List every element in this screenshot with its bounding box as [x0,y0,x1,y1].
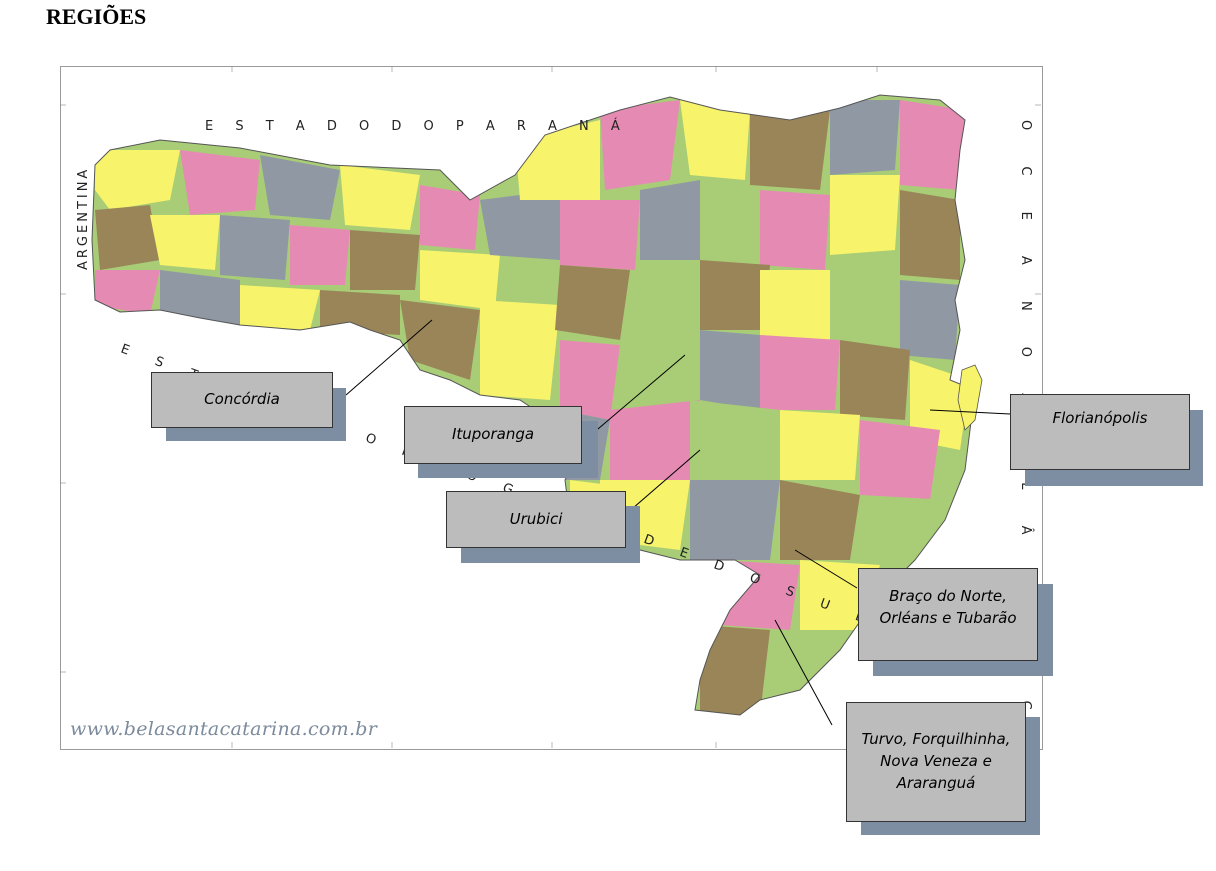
callout-label: Urubici [446,491,626,548]
callout-label: Florianópolis [1010,394,1190,470]
callout-label: Concórdia [151,372,333,428]
label-estado-do-parana: E S T A D O D O P A R A N Á [205,118,629,134]
leader-urubici [624,449,701,516]
leader-braco-do-norte [794,549,858,589]
page-heading: REGIÕES [46,4,147,29]
leader-turvo [774,619,833,726]
ilha-santa-catarina [957,364,983,431]
leader-concordia [345,319,433,396]
label-argentina: ARGENTINA [76,167,91,270]
callout-label: Turvo, Forquilhinha, Nova Veneza e Arara… [846,702,1026,822]
watermark-url: www.belasantacatarina.com.br [70,718,378,740]
leader-florianopolis [929,409,1011,415]
state-outline [91,94,976,716]
callout-leaders [345,319,1011,726]
callout-label: Braço do Norte, Orléans e Tubarão [858,568,1038,661]
leader-ituporanga [584,354,686,441]
state-territory [92,95,975,715]
callout-label: Ituporanga [404,406,582,464]
